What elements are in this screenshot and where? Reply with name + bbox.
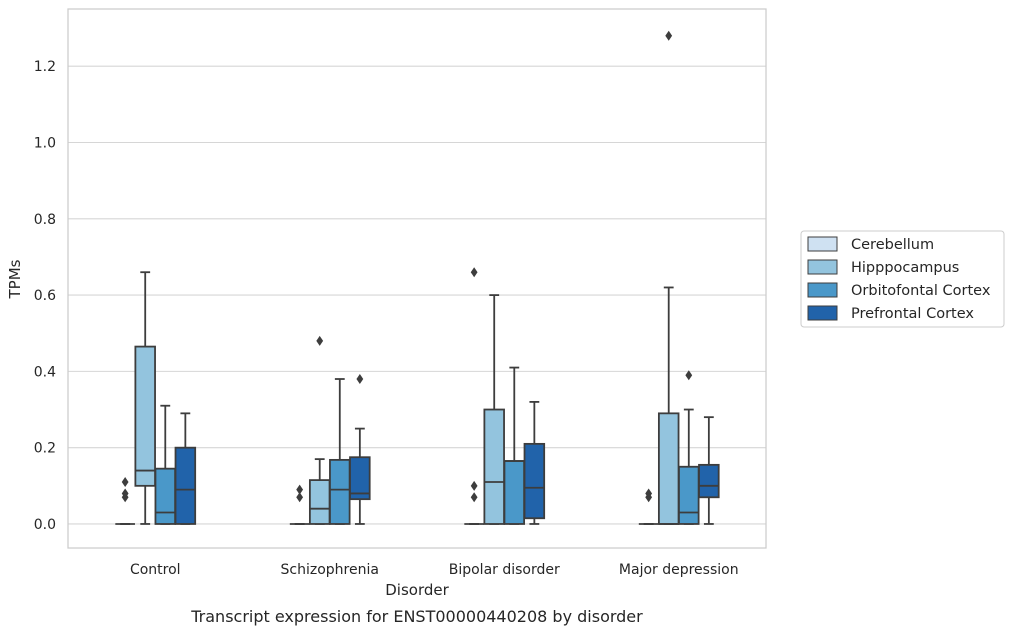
box-group [638, 488, 659, 525]
box-group [698, 416, 720, 525]
legend-frame [800, 230, 1005, 328]
legend-swatch [807, 305, 838, 321]
y-tick-label: 0.8 [34, 212, 56, 228]
box-iqr [503, 460, 526, 525]
box-iqr [349, 456, 371, 501]
box-group [154, 404, 177, 525]
chart-caption: Transcript expression for ENST0000044020… [190, 607, 643, 626]
outlier-point [665, 30, 673, 41]
box-group [483, 294, 505, 525]
box-iqr [657, 412, 680, 525]
box-group [349, 374, 371, 525]
box-iqr [483, 408, 505, 525]
legend-label: Cerebellum [851, 237, 934, 253]
outlier-point [121, 488, 129, 499]
box-group [503, 366, 526, 525]
box-group [657, 30, 680, 525]
legend: Cerebellum Hipppocampus Orbitofontal Corte… [800, 230, 1005, 328]
box-iqr [329, 458, 351, 525]
box-plot-series [115, 30, 720, 525]
box-iqr [174, 446, 197, 525]
x-tick-label: Schizophrenia [281, 562, 379, 578]
box-group [174, 412, 197, 525]
box-iqr [698, 463, 720, 499]
outlier-point [296, 492, 304, 503]
legend-swatch [807, 236, 838, 252]
x-tick-label: Major depression [619, 562, 739, 578]
x-tick-label: Control [130, 562, 181, 578]
legend-label: Prefrontal Cortex [851, 306, 974, 322]
box-group [329, 378, 351, 525]
outlier-point [470, 480, 478, 491]
y-tick-label: 0.0 [34, 517, 56, 533]
box-group [134, 271, 156, 525]
outlier-point [356, 374, 364, 385]
box-iqr [154, 467, 177, 525]
y-tick-label: 0.4 [34, 364, 56, 380]
legend-swatch [807, 282, 838, 298]
outlier-point [470, 492, 478, 503]
legend-label: Hipppocampus [851, 260, 959, 276]
outlier-point [470, 267, 478, 278]
y-tick-label: 1.0 [34, 136, 56, 152]
outlier-point [316, 335, 324, 346]
y-tick-label: 0.2 [34, 441, 56, 457]
box-group [115, 477, 135, 525]
outlier-point [121, 477, 129, 488]
box-group [308, 335, 331, 525]
box-iqr [134, 345, 156, 487]
x-tick-label: Bipolar disorder [449, 562, 560, 578]
box-group [464, 267, 484, 525]
box-group [289, 484, 310, 525]
x-axis-title: Disorder [385, 581, 449, 599]
y-tick-label: 0.6 [34, 288, 56, 304]
box-iqr [523, 442, 546, 520]
box-iqr [678, 465, 700, 525]
y-axis-title: TPMs [6, 259, 24, 299]
outlier-point [645, 488, 653, 499]
box-iqr [308, 479, 331, 525]
outlier-point [685, 370, 693, 381]
x-axis-tick-labels: Control Schizophrenia Bipolar disorder Majo… [130, 562, 739, 578]
box-group [523, 401, 546, 525]
legend-label: Orbitofontal Cortex [851, 283, 991, 299]
legend-swatch [807, 259, 838, 275]
box-group [678, 370, 700, 525]
plot-area-frame [67, 8, 767, 549]
y-axis-tick-labels: 0.0 0.2 0.4 0.6 0.8 1.0 1.2 [34, 59, 56, 533]
y-tick-label: 1.2 [34, 59, 56, 75]
outlier-point [296, 484, 304, 495]
